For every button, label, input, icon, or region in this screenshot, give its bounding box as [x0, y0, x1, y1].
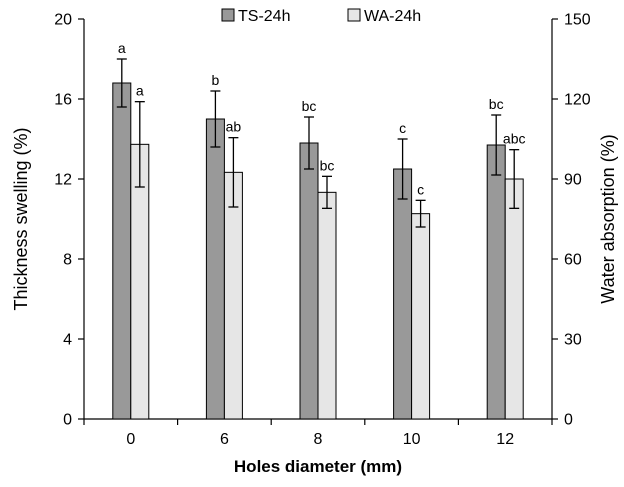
- legend-label-ts-24h: TS-24h: [238, 8, 290, 25]
- y-axis-title-right: Water absorption (%): [598, 134, 618, 303]
- x-tick-label: 8: [314, 431, 323, 448]
- bar-ts-24h: [486, 144, 506, 420]
- bar-ts-24h: [393, 168, 413, 420]
- significance-label: bc: [320, 157, 335, 173]
- y-tick-label-right: 150: [564, 12, 591, 29]
- y-tick-label-right: 90: [564, 172, 582, 189]
- y-tick-label-right: 120: [564, 92, 591, 109]
- x-tick-label: 12: [496, 431, 514, 448]
- legend-swatch-ts-24h: [221, 8, 235, 22]
- significance-label: abc: [503, 131, 526, 147]
- bar-wa-24h: [411, 213, 431, 420]
- significance-label: c: [399, 120, 406, 136]
- y-tick-label-right: 30: [564, 332, 582, 349]
- x-tick-label: 0: [126, 431, 135, 448]
- significance-label: ab: [226, 119, 242, 135]
- bar-wa-24h: [223, 171, 243, 420]
- significance-label: c: [417, 181, 424, 197]
- x-tick-label: 10: [403, 431, 421, 448]
- y-tick-label-left: 8: [63, 252, 72, 269]
- significance-label: bc: [489, 96, 504, 112]
- bar-ts-24h: [205, 118, 225, 420]
- significance-label: b: [212, 72, 220, 88]
- legend-swatch-wa-24h: [347, 8, 361, 22]
- x-tick-label: 6: [220, 431, 229, 448]
- y-tick-label-left: 4: [63, 332, 72, 349]
- significance-label: bc: [302, 98, 317, 114]
- y-tick-label-left: 16: [54, 92, 72, 109]
- bar-ts-24h: [112, 82, 132, 420]
- y-axis-title-left: Thickness swelling (%): [11, 127, 31, 310]
- y-tick-label-left: 20: [54, 12, 72, 29]
- y-tick-label-right: 0: [564, 412, 573, 429]
- significance-label: a: [136, 83, 144, 99]
- legend-label-wa-24h: WA-24h: [364, 8, 421, 25]
- significance-label: a: [118, 40, 126, 56]
- bar-ts-24h: [299, 142, 319, 420]
- bar-wa-24h: [504, 178, 524, 420]
- y-tick-label-right: 60: [564, 252, 582, 269]
- x-axis-title: Holes diameter (mm): [234, 457, 402, 476]
- bar-wa-24h: [317, 191, 337, 420]
- y-tick-label-left: 12: [54, 172, 72, 189]
- y-tick-label-left: 0: [63, 412, 72, 429]
